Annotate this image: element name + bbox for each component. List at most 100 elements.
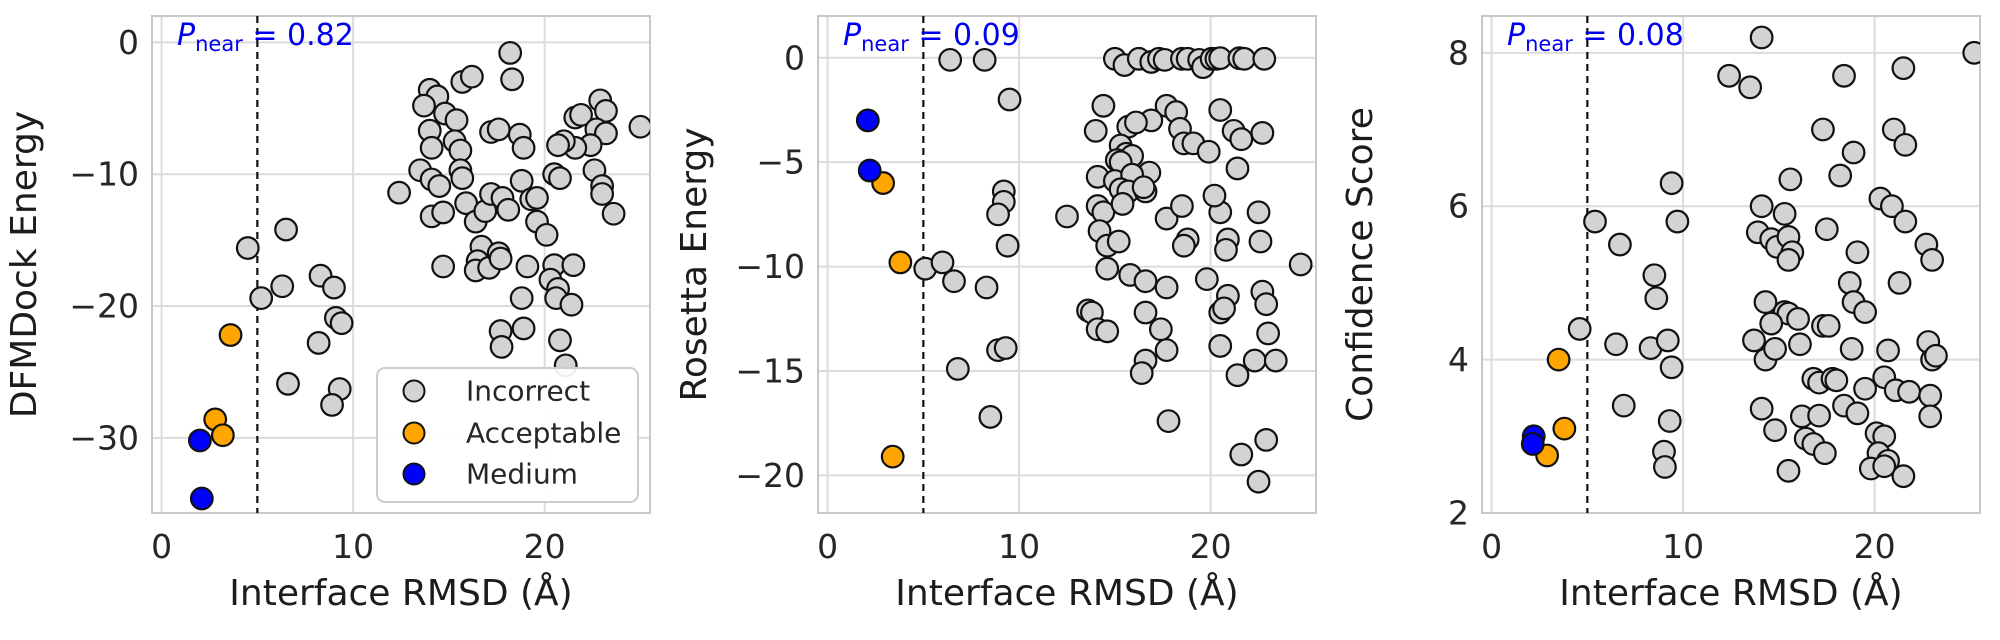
data-point — [880, 444, 905, 469]
y-tick-label: 8 — [1448, 33, 1469, 72]
series-incorrect — [1567, 25, 1980, 489]
x-tick-label: 20 — [1854, 527, 1896, 566]
data-point — [1242, 348, 1267, 373]
data-point — [534, 222, 559, 247]
y-tick-label: 2 — [1448, 494, 1469, 533]
data-point — [1812, 441, 1837, 466]
legend-box — [376, 367, 639, 503]
points-rosetta-energy — [855, 46, 1313, 494]
legend-entry-medium: Medium — [402, 458, 578, 491]
data-point — [1154, 275, 1179, 300]
data-point — [546, 133, 570, 158]
data-point — [1170, 194, 1194, 218]
data-point — [1288, 252, 1313, 277]
data-point — [1753, 290, 1778, 314]
data-point — [1876, 338, 1900, 363]
pnear-annotation: Pnear = 0.09 — [843, 18, 1020, 56]
series-incorrect — [235, 41, 650, 417]
data-point — [1225, 156, 1250, 181]
data-point — [1824, 368, 1849, 393]
data-point — [511, 316, 536, 341]
data-point — [1839, 336, 1864, 361]
data-point — [498, 41, 523, 65]
axes-spine — [817, 15, 1317, 514]
data-point — [1924, 343, 1948, 368]
data-point — [1567, 317, 1592, 341]
panel-confidence-score: 0 10 20 2 4 6 8 Interface RMSD (Å) Confidence Sc… — [1340, 15, 1981, 614]
data-point — [1583, 209, 1607, 234]
x-tick-label: 20 — [524, 527, 566, 566]
data-point — [1749, 396, 1774, 421]
data-point — [1171, 233, 1196, 258]
data-point — [1738, 75, 1763, 100]
data-point — [974, 275, 999, 300]
data-point — [1763, 418, 1787, 443]
data-point — [525, 186, 549, 210]
data-point — [235, 236, 260, 260]
data-point — [210, 423, 235, 448]
y-axis-label: Rosetta Energy — [674, 127, 715, 401]
data-point — [1611, 393, 1636, 418]
data-point — [972, 47, 997, 72]
series-incorrect — [913, 46, 1313, 494]
data-point — [1759, 311, 1784, 336]
data-point — [1814, 217, 1839, 242]
data-point — [1832, 63, 1856, 88]
data-point — [509, 168, 534, 193]
y-tick-label: −10 — [69, 155, 139, 194]
axes-spine — [1481, 15, 1981, 514]
data-point — [1776, 458, 1801, 483]
y-tick-label: −15 — [735, 352, 805, 391]
data-point — [1749, 194, 1774, 219]
data-point — [1604, 332, 1628, 357]
data-point — [1194, 267, 1219, 292]
data-point — [322, 275, 346, 300]
data-point — [1807, 403, 1832, 428]
data-point — [1156, 409, 1181, 434]
data-point — [548, 166, 572, 191]
data-point — [187, 428, 212, 453]
data-point — [1254, 428, 1279, 452]
y-tick-label: −10 — [735, 247, 805, 286]
data-point — [218, 323, 243, 347]
data-point — [320, 392, 344, 417]
data-point — [1256, 321, 1281, 346]
data-point — [1229, 442, 1254, 467]
data-point — [1124, 110, 1148, 135]
data-point — [1887, 271, 1912, 295]
data-point — [1776, 247, 1801, 272]
data-point — [1853, 376, 1877, 401]
data-point — [1110, 192, 1135, 216]
data-point — [942, 269, 966, 294]
data-point — [945, 357, 970, 381]
data-point — [1845, 240, 1870, 265]
data-point — [412, 93, 436, 118]
data-point — [995, 233, 1020, 258]
data-point — [1246, 200, 1271, 225]
data-point — [1129, 361, 1154, 385]
data-point — [1788, 332, 1812, 357]
data-point — [270, 274, 295, 299]
data-point — [1254, 292, 1279, 317]
pnear-annotation: Pnear = 0.82 — [177, 18, 354, 56]
data-point — [306, 331, 331, 355]
data-point — [1608, 232, 1632, 257]
data-point — [1828, 163, 1853, 188]
series-acceptable — [203, 323, 243, 448]
data-point — [993, 336, 1018, 360]
data-point — [590, 182, 615, 206]
data-point — [1872, 454, 1897, 479]
data-point — [1749, 25, 1774, 50]
data-point — [1520, 432, 1545, 456]
y-axis-label: DFMDock Energy — [4, 111, 45, 418]
data-point — [1095, 256, 1120, 281]
data-point — [1552, 416, 1577, 441]
data-point — [978, 405, 1003, 429]
series-acceptable — [871, 171, 913, 469]
data-point — [1772, 201, 1797, 226]
data-point — [431, 200, 456, 225]
data-point — [1891, 464, 1916, 489]
points-confidence-score — [1520, 25, 1980, 489]
data-point — [189, 486, 214, 511]
